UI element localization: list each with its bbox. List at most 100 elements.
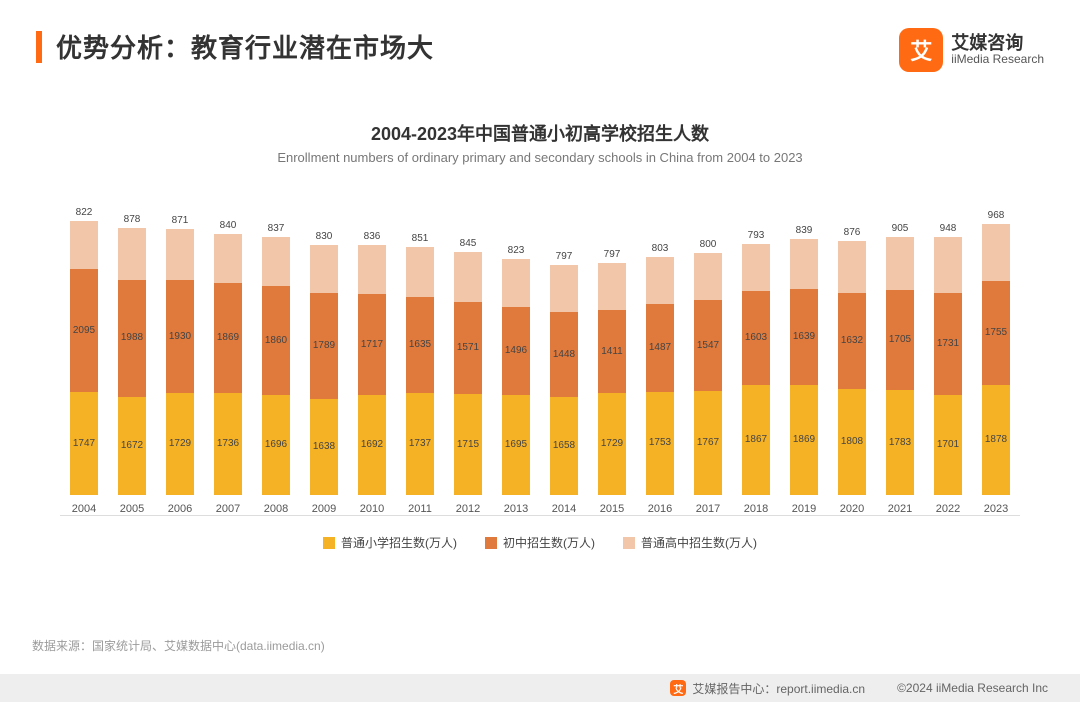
bar-stack: 17371635851: [406, 247, 434, 495]
bar-value-label: 840: [208, 220, 248, 231]
bar-column: 17291930871 2006: [156, 229, 204, 515]
bar-value-label: 1736: [208, 438, 248, 449]
bar-value-label: 1411: [592, 346, 632, 357]
bar-stack: 16721988878: [118, 228, 146, 495]
bar-stack: 17291930871: [166, 229, 194, 495]
bar-segment-junior: 1571: [454, 302, 482, 394]
bar-segment-junior: 1988: [118, 280, 146, 397]
bar-segment-senior: 948: [934, 237, 962, 293]
x-axis-label: 2006: [168, 503, 192, 515]
bar-value-label: 797: [544, 251, 584, 262]
bar-column: 186916398392019: [780, 239, 828, 515]
legend-label: 初中招生数(万人): [503, 534, 595, 551]
bar-value-label: 800: [688, 239, 728, 250]
bar-segment-junior: 1496: [502, 307, 530, 395]
bar-column: 173618698402007: [204, 234, 252, 515]
bar-value-label: 876: [832, 227, 872, 238]
bar-segment-primary: 1696: [262, 395, 290, 495]
bar-column: 187817559682023: [972, 224, 1020, 515]
footer: 艾 艾媒报告中心：report.iimedia.cn ©2024 iiMedia…: [0, 674, 1080, 702]
bar-value-label: 822: [64, 207, 104, 218]
chart-title-en: Enrollment numbers of ordinary primary a…: [277, 150, 802, 165]
bar-column: 178317059052021: [876, 237, 924, 515]
bar-value-label: 1635: [400, 339, 440, 350]
bar-value-label: 1658: [544, 440, 584, 451]
bar-segment-senior: 968: [982, 224, 1010, 281]
bar-value-label: 823: [496, 245, 536, 256]
bar-segment-senior: 840: [214, 234, 242, 283]
bar-segment-junior: 1860: [262, 286, 290, 395]
bar-segment-junior: 1487: [646, 304, 674, 391]
x-axis-label: 2012: [456, 503, 480, 515]
bar-segment-junior: 1755: [982, 281, 1010, 384]
bar-column: 169217178362010: [348, 245, 396, 515]
bar-segment-senior: 822: [70, 221, 98, 269]
bar-value-label: 1867: [736, 434, 776, 445]
chart-legend: 普通小学招生数(万人) 初中招生数(万人) 普通高中招生数(万人): [323, 534, 757, 551]
bar-column: 172914117972015: [588, 263, 636, 515]
bar-segment-senior: 839: [790, 239, 818, 288]
x-axis-label: 2016: [648, 503, 672, 515]
legend-label: 普通高中招生数(万人): [641, 534, 757, 551]
bar-segment-primary: 1736: [214, 393, 242, 495]
x-axis-label: 2022: [936, 503, 960, 515]
bar-value-label: 837: [256, 223, 296, 234]
bar-segment-senior: 905: [886, 237, 914, 290]
bar-segment-junior: 2095: [70, 269, 98, 392]
bar-stack: 16961860837: [262, 237, 290, 495]
bar-segment-senior: 851: [406, 247, 434, 297]
bar-value-label: 797: [592, 249, 632, 260]
bar-segment-junior: 1930: [166, 280, 194, 394]
bar-value-label: 1737: [400, 438, 440, 449]
bar-segment-junior: 1789: [310, 293, 338, 398]
bar-value-label: 845: [448, 238, 488, 249]
bar-segment-primary: 1638: [310, 399, 338, 495]
bar-stack: 17361869840: [214, 234, 242, 495]
x-axis-label: 2013: [504, 503, 528, 515]
bar-value-label: 1729: [160, 438, 200, 449]
legend-item: 普通小学招生数(万人): [323, 534, 457, 551]
footer-report-center-text: 艾媒报告中心：report.iimedia.cn: [692, 680, 865, 697]
x-axis-label: 2005: [120, 503, 144, 515]
bar-value-label: 1869: [784, 434, 824, 445]
bar-value-label: 803: [640, 243, 680, 254]
brand-logo-icon: 艾: [899, 28, 943, 72]
bar-column: 170117319482022: [924, 237, 972, 515]
bar-stack: 16951496823: [502, 259, 530, 495]
x-axis-label: 2004: [72, 503, 96, 515]
bar-segment-junior: 1411: [598, 310, 626, 393]
bar-value-label: 1767: [688, 437, 728, 448]
bar-segment-senior: 845: [454, 252, 482, 302]
bar-value-label: 1715: [448, 439, 488, 450]
x-axis-label: 2017: [696, 503, 720, 515]
bar-segment-primary: 1869: [790, 385, 818, 495]
bar-segment-primary: 1753: [646, 392, 674, 495]
bar-segment-primary: 1729: [166, 393, 194, 495]
legend-item: 普通高中招生数(万人): [623, 534, 757, 551]
x-axis-label: 2023: [984, 503, 1008, 515]
bar-stack: 16921717836: [358, 245, 386, 495]
bar-value-label: 1496: [496, 345, 536, 356]
bar-stack: 18081632876: [838, 241, 866, 495]
bar-value-label: 1988: [112, 332, 152, 343]
bar-stack: 16581448797: [550, 265, 578, 495]
bar-value-label: 1672: [112, 440, 152, 451]
bar-value-label: 871: [160, 215, 200, 226]
bar-segment-junior: 1731: [934, 293, 962, 395]
bar-value-label: 1547: [688, 340, 728, 351]
bar-stack: 17831705905: [886, 237, 914, 495]
bar-value-label: 851: [400, 233, 440, 244]
brand-logo: 艾 艾媒咨询 iiMedia Research: [899, 28, 1044, 72]
bar-value-label: 1448: [544, 349, 584, 360]
bar-segment-senior: 797: [598, 263, 626, 310]
bar-value-label: 830: [304, 231, 344, 242]
bar-segment-primary: 1692: [358, 395, 386, 495]
bar-stack: 18671603793: [742, 244, 770, 495]
brand-logo-text: 艾媒咨询 iiMedia Research: [951, 33, 1044, 67]
bar-value-label: 948: [928, 223, 968, 234]
bar-value-label: 793: [736, 230, 776, 241]
legend-swatch: [323, 537, 335, 549]
bar-segment-junior: 1717: [358, 294, 386, 395]
bar-column: 176715478002017: [684, 253, 732, 515]
bar-column: 169618608372008: [252, 237, 300, 515]
